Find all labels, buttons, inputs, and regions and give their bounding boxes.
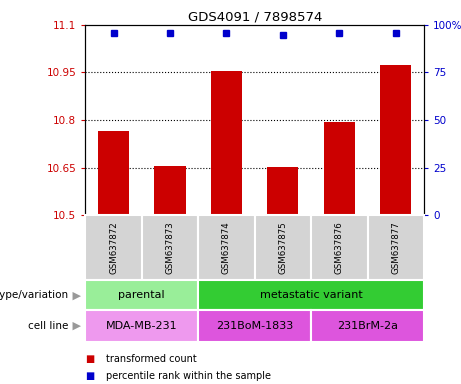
Bar bbox=[198, 310, 311, 342]
Bar bbox=[254, 215, 311, 280]
Bar bbox=[311, 215, 368, 280]
Bar bbox=[98, 131, 129, 215]
Text: GSM637872: GSM637872 bbox=[109, 221, 118, 274]
Text: cell line: cell line bbox=[28, 321, 68, 331]
Text: MDA-MB-231: MDA-MB-231 bbox=[106, 321, 177, 331]
Text: percentile rank within the sample: percentile rank within the sample bbox=[106, 371, 271, 381]
Text: ▶: ▶ bbox=[69, 321, 81, 331]
Bar bbox=[198, 215, 254, 280]
Bar bbox=[380, 65, 411, 215]
Bar bbox=[311, 310, 424, 342]
Text: genotype/variation: genotype/variation bbox=[0, 290, 68, 300]
Bar bbox=[85, 215, 142, 280]
Text: GSM637875: GSM637875 bbox=[278, 221, 288, 274]
Bar bbox=[324, 122, 355, 215]
Text: ■: ■ bbox=[85, 354, 95, 364]
Text: ■: ■ bbox=[85, 371, 95, 381]
Text: GSM637873: GSM637873 bbox=[165, 221, 175, 274]
Bar bbox=[211, 71, 242, 215]
Text: ▶: ▶ bbox=[69, 290, 81, 300]
Bar bbox=[198, 280, 424, 310]
Title: GDS4091 / 7898574: GDS4091 / 7898574 bbox=[188, 11, 322, 24]
Text: GSM637874: GSM637874 bbox=[222, 221, 231, 274]
Text: parental: parental bbox=[118, 290, 165, 300]
Text: transformed count: transformed count bbox=[106, 354, 197, 364]
Bar bbox=[85, 310, 198, 342]
Text: metastatic variant: metastatic variant bbox=[260, 290, 362, 300]
Text: 231BrM-2a: 231BrM-2a bbox=[337, 321, 398, 331]
Bar bbox=[154, 166, 185, 215]
Bar bbox=[85, 280, 198, 310]
Bar bbox=[368, 215, 424, 280]
Text: GSM637877: GSM637877 bbox=[391, 221, 401, 274]
Text: 231BoM-1833: 231BoM-1833 bbox=[216, 321, 293, 331]
Bar bbox=[267, 167, 298, 215]
Bar bbox=[142, 215, 198, 280]
Text: GSM637876: GSM637876 bbox=[335, 221, 344, 274]
